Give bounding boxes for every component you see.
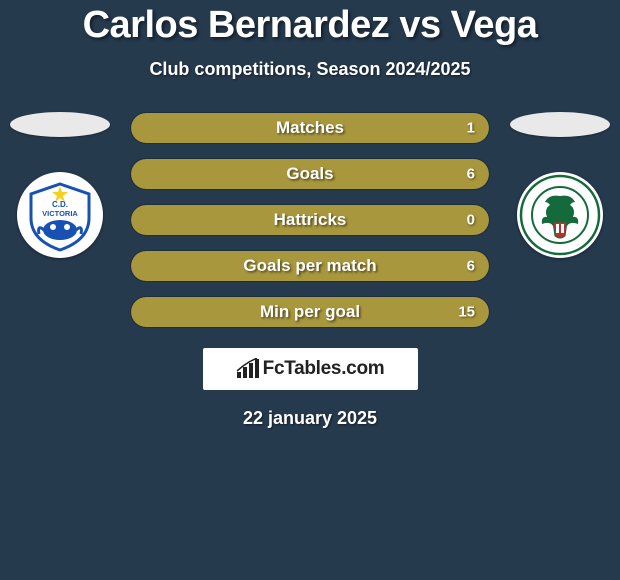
brand-badge: FcTables.com — [203, 348, 418, 390]
page-title: Carlos Bernardez vs Vega — [0, 0, 620, 47]
svg-text:C.D.: C.D. — [52, 200, 68, 209]
comparison-row: C.D. VICTORIA Matches 1 Goals 6 Hattricks 0 Go… — [0, 112, 620, 328]
stat-row: Goals per match 6 — [130, 250, 490, 282]
left-player-placeholder — [10, 112, 110, 137]
stat-value-right: 1 — [467, 120, 475, 137]
stat-value-right: 15 — [458, 304, 475, 321]
stat-label: Matches — [276, 118, 344, 138]
right-player-placeholder — [510, 112, 610, 137]
snapshot-date: 22 january 2025 — [0, 408, 620, 429]
left-side: C.D. VICTORIA — [10, 112, 110, 258]
bar-chart-icon — [236, 358, 262, 380]
svg-text:VICTORIA: VICTORIA — [42, 209, 78, 218]
right-side — [510, 112, 610, 258]
stat-row: Goals 6 — [130, 158, 490, 190]
stat-label: Hattricks — [274, 210, 347, 230]
stat-value-right: 6 — [467, 166, 475, 183]
stat-row: Min per goal 15 — [130, 296, 490, 328]
brand-text: FcTables.com — [263, 358, 385, 380]
stat-label: Goals — [286, 164, 333, 184]
stat-label: Min per goal — [260, 302, 360, 322]
victoria-crest-icon: C.D. VICTORIA — [17, 172, 103, 258]
left-club-crest: C.D. VICTORIA — [17, 172, 103, 258]
right-club-crest — [517, 172, 603, 258]
stat-row: Hattricks 0 — [130, 204, 490, 236]
stat-label: Goals per match — [243, 256, 376, 276]
page-subtitle: Club competitions, Season 2024/2025 — [0, 59, 620, 80]
stat-row: Matches 1 — [130, 112, 490, 144]
stat-value-right: 0 — [467, 212, 475, 229]
stat-value-right: 6 — [467, 258, 475, 275]
stats-column: Matches 1 Goals 6 Hattricks 0 Goals per match 6… — [110, 112, 510, 328]
marathon-crest-icon — [517, 172, 603, 258]
